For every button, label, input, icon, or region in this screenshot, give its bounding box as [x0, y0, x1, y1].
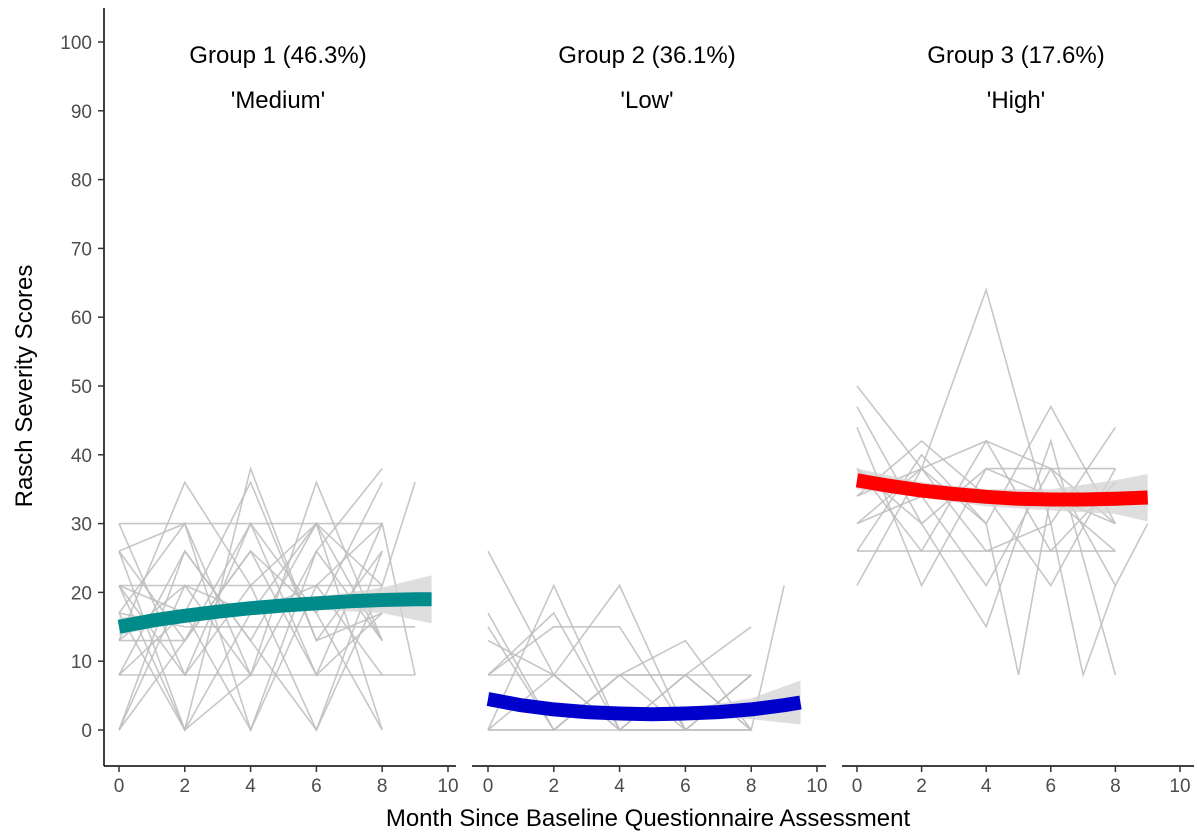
- panel-group-3: Group 3 (17.6%) 'High': [855, 42, 1149, 678]
- y-tick-label: 10: [71, 652, 92, 673]
- x-tick-label: 0: [114, 776, 125, 797]
- y-axis-title: Rasch Severity Scores: [11, 265, 38, 508]
- panel-subtitle: 'Low': [620, 87, 673, 114]
- y-tick-label: 20: [71, 583, 92, 604]
- individual-trajectory: [118, 482, 416, 732]
- x-tick-label: 8: [377, 776, 388, 797]
- y-tick-label: 0: [81, 721, 92, 742]
- panel-subtitle: 'High': [987, 87, 1046, 114]
- x-tick-label: 8: [746, 776, 757, 797]
- x-tick-label: 0: [483, 776, 494, 797]
- x-tick-label: 4: [614, 776, 625, 797]
- y-tick-label: 40: [71, 446, 92, 467]
- panel-group-1: Group 1 (46.3%) 'Medium': [117, 42, 432, 733]
- x-tick-label: 10: [806, 776, 827, 797]
- y-tick-label: 60: [71, 308, 92, 329]
- individual-trajectory: [856, 406, 1149, 588]
- x-tick-label: 4: [981, 776, 992, 797]
- individual-trajectory: [118, 481, 383, 731]
- panel-title: Group 1 (46.3%): [189, 42, 366, 69]
- y-tick-label: 90: [71, 102, 92, 123]
- chart-panels: Group 1 (46.3%) 'Medium' Group 2 (36.1%) 'L…: [117, 42, 1149, 733]
- individual-trajectory: [118, 465, 383, 733]
- panel-title: Group 3 (17.6%): [927, 42, 1104, 69]
- panel-subtitle: 'Medium': [231, 87, 326, 114]
- y-tick-label: 70: [71, 239, 92, 260]
- individual-trajectory: [856, 439, 1116, 553]
- individual-trajectory: [488, 674, 752, 731]
- group-trend-line: [855, 473, 1148, 507]
- individual-trajectory: [856, 439, 1117, 587]
- individual-trajectory: [856, 467, 1117, 678]
- individual-trajectory: [118, 549, 383, 732]
- individual-trajectory: [118, 522, 383, 552]
- x-tick-label: 4: [245, 776, 256, 797]
- x-tick-label: 2: [916, 776, 927, 797]
- individual-trajectory: [118, 521, 383, 733]
- x-tick-label: 0: [852, 776, 863, 797]
- panel-group-2: Group 2 (36.1%) 'Low': [486, 42, 802, 732]
- panel-title: Group 2 (36.1%): [558, 42, 735, 69]
- individual-trajectory: [118, 521, 383, 731]
- x-tick-label: 10: [437, 776, 458, 797]
- x-tick-label: 6: [1046, 776, 1057, 797]
- x-tick-label: 6: [680, 776, 691, 797]
- group-trend-line: [486, 692, 802, 722]
- y-tick-label: 100: [60, 33, 92, 54]
- x-axis-title: Month Since Baseline Questionnaire Asses…: [386, 805, 911, 832]
- x-tick-label: 2: [549, 776, 560, 797]
- y-tick-label: 50: [71, 377, 92, 398]
- group-trend-line: [117, 592, 432, 634]
- y-tick-label: 80: [71, 171, 92, 192]
- x-tick-label: 8: [1110, 776, 1121, 797]
- y-tick-label: 30: [71, 515, 92, 536]
- x-tick-label: 6: [311, 776, 322, 797]
- y-axis: 0 10 20 30 40 50 60 70 80 90 100: [60, 8, 105, 766]
- individual-trajectory: [856, 287, 1117, 586]
- x-axis: 0 2 4 6 8 10 0 2 4 6 8 10 0 2 4 6 8 10: [104, 765, 1194, 797]
- x-tick-label: 10: [1169, 776, 1190, 797]
- x-tick-label: 2: [180, 776, 191, 797]
- individual-trajectory: [118, 612, 416, 628]
